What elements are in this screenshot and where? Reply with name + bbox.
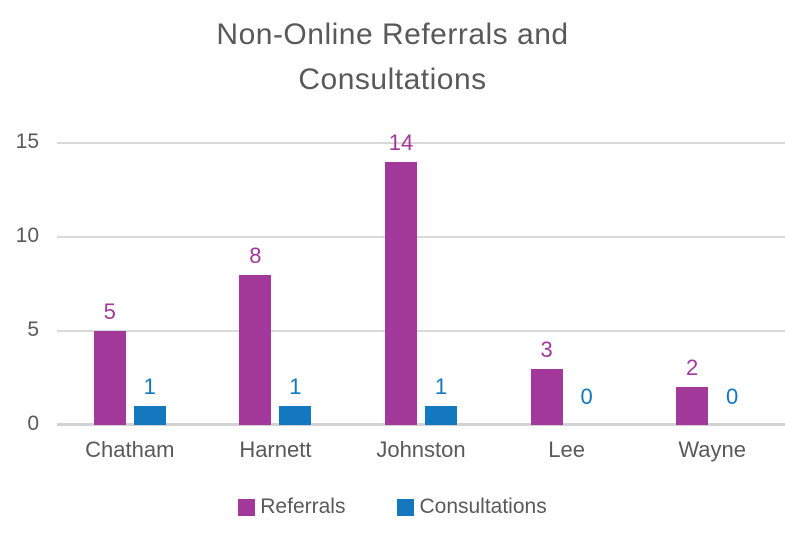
- bar-slot-consultations-johnston: 1: [424, 143, 457, 425]
- y-tick-label-15: 15: [15, 130, 39, 153]
- bar-slot-consultations-chatham: 1: [133, 143, 166, 425]
- bar-referrals-chatham[interactable]: [93, 331, 126, 425]
- bar-slot-referrals-wayne: 2: [676, 143, 709, 425]
- y-tick-label-5: 5: [27, 318, 39, 341]
- gridline-y10: [57, 236, 785, 238]
- legend-label-referrals: Referrals: [260, 495, 346, 518]
- bar-slot-referrals-harnett: 8: [239, 143, 272, 425]
- data-label-referrals-wayne: 2: [686, 355, 699, 381]
- legend-item-referrals[interactable]: Referrals: [238, 495, 345, 519]
- bar-slot-referrals-chatham: 5: [93, 143, 126, 425]
- y-tick-label-0: 0: [27, 412, 39, 435]
- bar-referrals-harnett[interactable]: [239, 274, 272, 425]
- x-label-chatham: Chatham: [85, 437, 175, 462]
- bar-referrals-lee[interactable]: [530, 368, 563, 425]
- legend-label-consultations: Consultations: [419, 495, 547, 518]
- data-label-consultations-chatham: 1: [143, 374, 156, 400]
- bar-slot-consultations-lee: 0: [571, 143, 603, 425]
- bar-referrals-johnston[interactable]: [384, 161, 417, 425]
- legend-swatch-icon: [238, 498, 256, 516]
- data-label-referrals-lee: 3: [540, 336, 553, 362]
- bar-group-johnston: 14 1: [348, 130, 494, 425]
- bar-slot-referrals-lee: 3: [530, 143, 563, 425]
- data-label-referrals-chatham: 5: [103, 299, 116, 324]
- plot-area: 5 1 8 1 14 1 3 0 2 0: [57, 130, 785, 426]
- gridline-y5: [57, 330, 785, 332]
- x-label-harnett: Harnett: [239, 437, 312, 462]
- data-label-referrals-johnston: 14: [388, 129, 414, 155]
- chart-title: Non-Online Referrals and Consultations: [216, 18, 569, 96]
- data-label-referrals-harnett: 8: [249, 242, 262, 268]
- bar-referrals-wayne[interactable]: [676, 387, 709, 425]
- x-axis: Chatham Harnett Johnston Lee Wayne: [57, 437, 785, 463]
- bar-consultations-harnett[interactable]: [279, 406, 312, 425]
- bar-consultations-chatham[interactable]: [133, 406, 166, 425]
- data-label-consultations-johnston: 1: [434, 374, 448, 400]
- bar-slot-consultations-harnett: 1: [279, 143, 312, 425]
- legend-swatch-icon: [397, 498, 415, 516]
- bar-slot-consultations-wayne: 0: [716, 143, 748, 425]
- y-tick-label-10: 10: [15, 224, 39, 247]
- data-label-consultations-wayne: 0: [726, 384, 739, 409]
- data-label-consultations-harnett: 1: [289, 374, 302, 400]
- data-label-consultations-lee: 0: [580, 384, 593, 409]
- y-axis: 0 5 10 15: [0, 131, 57, 435]
- x-label-johnston: Johnston: [376, 437, 466, 462]
- legend-item-consultations[interactable]: Consultations: [397, 495, 547, 519]
- plot-row: 0 5 10 15 5 1 8 1 14 1 3 0 2 0: [0, 130, 785, 435]
- x-label-lee: Lee: [548, 437, 585, 462]
- bar-slot-referrals-johnston: 14: [384, 130, 417, 425]
- gridline-y0: [57, 423, 785, 426]
- gridline-y15: [57, 142, 785, 144]
- x-label-wayne: Wayne: [678, 437, 746, 462]
- legend: Referrals Consultations: [0, 495, 785, 519]
- bar-consultations-johnston[interactable]: [424, 406, 457, 425]
